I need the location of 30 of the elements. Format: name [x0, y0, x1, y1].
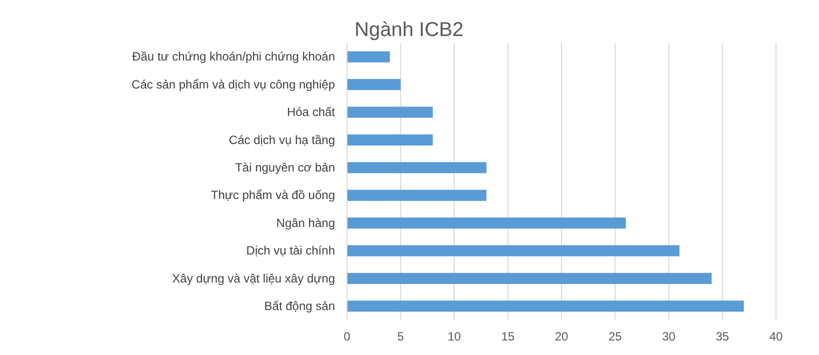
y-tick-label: Bất động sản — [264, 298, 335, 313]
y-tick-label: Các sản phẩm và dịch vụ công nghiệp — [132, 77, 336, 92]
bar — [347, 300, 744, 312]
x-tick-label: 10 — [448, 330, 462, 344]
x-tick-label: 30 — [662, 330, 676, 344]
bar — [347, 272, 712, 284]
x-tick-label: 15 — [501, 330, 515, 344]
chart-title: Ngành ICB2 — [354, 19, 464, 41]
y-tick-label: Hóa chất — [286, 105, 336, 120]
bar — [347, 162, 486, 174]
x-tick-label: 5 — [397, 330, 404, 344]
x-tick-label: 35 — [716, 330, 730, 344]
bar — [347, 79, 401, 90]
x-tick-label: 0 — [344, 330, 351, 344]
y-tick-label: Dịch vụ tài chính — [246, 244, 335, 258]
bar — [347, 218, 626, 229]
bar — [347, 106, 433, 118]
y-tick-label: Các dịch vụ hạ tầng — [228, 132, 335, 147]
x-tick-label: 25 — [608, 330, 622, 344]
y-tick-label: Thực phẩm và đồ uống — [210, 188, 335, 202]
bar — [347, 134, 433, 146]
y-tick-label: Đầu tư chứng khoán/phi chứng khoán — [132, 50, 335, 64]
bar — [347, 51, 390, 62]
bar — [347, 190, 486, 201]
bar — [347, 245, 680, 256]
y-tick-label: Xây dựng và vật liệu xây dựng — [172, 271, 335, 286]
y-tick-label: Tài nguyên cơ bản — [235, 160, 335, 174]
x-tick-label: 40 — [769, 330, 783, 344]
x-tick-label: 20 — [554, 330, 568, 344]
y-tick-label: Ngân hàng — [276, 216, 335, 230]
